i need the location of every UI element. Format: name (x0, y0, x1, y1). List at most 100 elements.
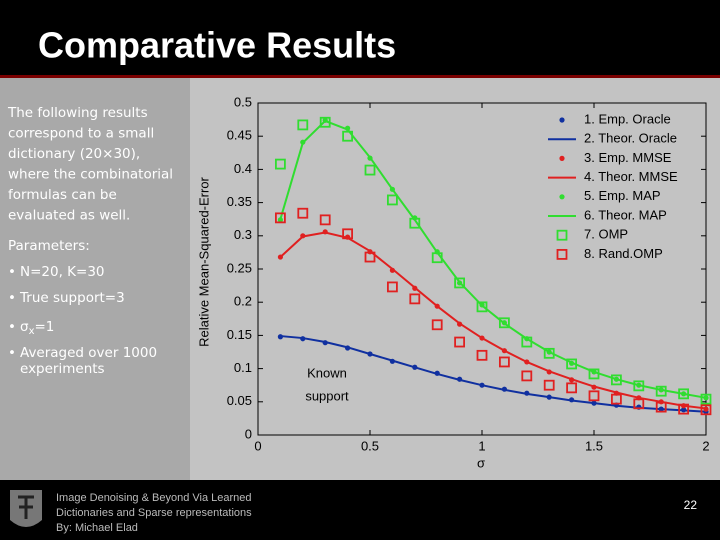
footer-text: Image Denoising & Beyond Via Learned Dict… (56, 492, 252, 534)
x-axis-label: σ (477, 455, 485, 470)
data-point (479, 302, 485, 308)
legend-label: 1. Emp. Oracle (584, 111, 671, 126)
x-tick-label: 0 (254, 438, 261, 453)
data-point (501, 386, 507, 392)
data-point (613, 376, 620, 382)
data-point (431, 319, 443, 331)
data-point (658, 406, 664, 412)
data-point (367, 155, 373, 161)
data-point (476, 349, 488, 361)
footer-line: By: Michael Elad (56, 522, 138, 534)
logo (10, 490, 42, 527)
legend-label: 2. Theor. Oracle (584, 131, 677, 146)
parameter: N=20, K=30 (20, 264, 105, 280)
data-point (277, 334, 283, 340)
data-point (342, 228, 354, 240)
data-point (434, 303, 440, 309)
x-tick-label: 2 (702, 438, 709, 453)
data-point (476, 301, 488, 313)
parameter-list: • N=20, K=30 • True support=3 • σx=1 • A… (8, 264, 157, 377)
bullet: • (8, 345, 16, 361)
footer-line: Dictionaries and Sparse representations (56, 507, 252, 519)
data-point (277, 254, 283, 260)
logo-glyph (18, 495, 34, 519)
data-point (591, 384, 597, 390)
legend-swatch (559, 155, 565, 161)
data-point (367, 351, 373, 357)
data-point (345, 345, 351, 351)
data-point (543, 379, 555, 391)
data-point (457, 376, 463, 382)
parameter: experiments (20, 361, 105, 377)
data-point (364, 164, 376, 176)
y-tick-label: 0.1 (234, 360, 252, 375)
data-point (521, 370, 533, 382)
text-panel (0, 78, 190, 480)
data-point (566, 358, 577, 370)
data-point (611, 393, 622, 405)
data-point (409, 217, 421, 229)
y-tick-label: 0 (245, 426, 252, 441)
data-point (297, 119, 309, 131)
intro-text: The following results correspond to a sma… (7, 105, 173, 224)
data-point (546, 349, 552, 355)
data-point (364, 251, 376, 263)
data-point (700, 404, 712, 416)
series-line (279, 231, 707, 410)
data-point (524, 390, 530, 396)
legend-swatch (556, 248, 568, 260)
data-point (566, 382, 577, 394)
data-point (588, 390, 600, 402)
data-point (274, 158, 286, 170)
intro-line: evaluated as well. (8, 208, 130, 224)
value: =1 (34, 319, 54, 335)
data-point (591, 369, 597, 375)
data-point (569, 360, 575, 366)
data-point (569, 397, 575, 403)
y-tick-label: 0.3 (234, 227, 252, 242)
data-point (703, 406, 709, 412)
subscript: x (29, 326, 35, 337)
data-point (633, 398, 645, 410)
bullet: • (8, 319, 16, 335)
chart: Relative Mean-Squared-Error σ 0 0.05 0.1 0.… (196, 94, 712, 470)
y-tick-label: 0.2 (234, 294, 252, 309)
data-point (703, 395, 709, 401)
legend-label: 6. Theor. MAP (584, 207, 667, 222)
parameters-heading: Parameters: (8, 238, 90, 254)
legend-label: 3. Emp. MMSE (584, 150, 672, 165)
data-point (300, 233, 306, 239)
data-point (322, 229, 328, 235)
y-axis-label: Relative Mean-Squared-Error (196, 176, 211, 346)
data-point (501, 348, 507, 354)
data-point (409, 293, 421, 305)
data-point (345, 125, 351, 131)
y-tick-label: 0.25 (227, 260, 252, 275)
annotation: Known (307, 365, 347, 380)
data-point (546, 369, 552, 375)
slide-title: Comparative Results (38, 25, 396, 66)
data-point (521, 336, 533, 348)
data-point (588, 368, 600, 380)
data-point (454, 336, 466, 348)
y-tick-label: 0.05 (227, 393, 252, 408)
y-tick-label: 0.35 (227, 194, 252, 209)
y-tick-label: 0.15 (227, 327, 252, 342)
data-point (431, 252, 443, 264)
data-point (412, 285, 418, 291)
legend-swatch (559, 194, 565, 200)
data-point (386, 281, 398, 293)
data-point (386, 194, 398, 206)
data-point (681, 391, 687, 397)
intro-line: formulas can be (8, 187, 117, 203)
data-point (678, 388, 689, 400)
y-tick-label: 0.45 (227, 128, 252, 143)
legend-label: 5. Emp. MAP (584, 188, 661, 203)
parameter: Averaged over 1000 (20, 345, 157, 361)
intro-line: correspond to a small (8, 126, 154, 142)
data-point (498, 356, 510, 368)
data-point (457, 280, 463, 286)
data-point (297, 207, 309, 219)
symbol: σ (20, 319, 29, 335)
